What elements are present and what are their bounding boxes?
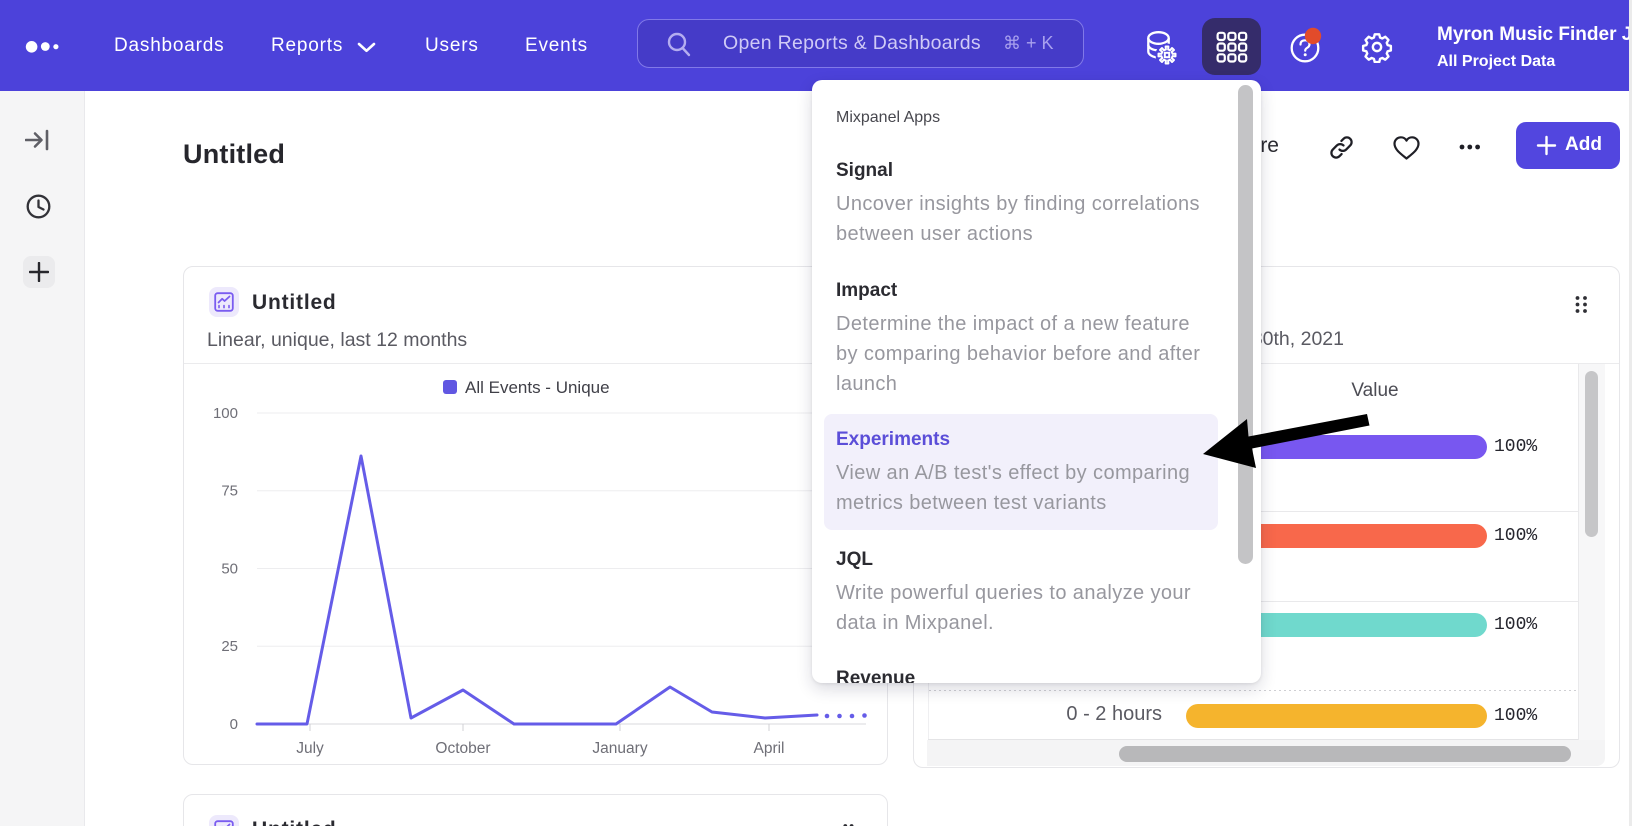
- svg-text:October: October: [435, 740, 490, 757]
- svg-text:50: 50: [221, 561, 238, 578]
- svg-text:100: 100: [213, 405, 238, 422]
- svg-text:25: 25: [221, 638, 238, 655]
- svg-text:July: July: [296, 740, 324, 757]
- svg-text:All Events - Unique: All Events - Unique: [465, 378, 610, 397]
- svg-text:January: January: [592, 740, 647, 757]
- svg-text:0: 0: [230, 716, 238, 733]
- svg-text:75: 75: [221, 483, 238, 500]
- svg-text:April: April: [753, 740, 784, 757]
